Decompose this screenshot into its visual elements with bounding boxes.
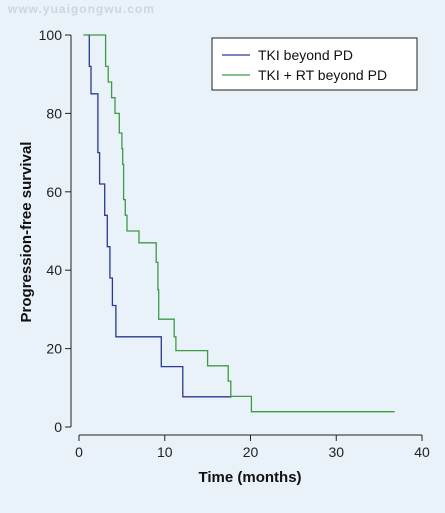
legend-label-tki: TKI beyond PD [258,47,353,63]
y-tick-label-100: 100 [39,27,63,43]
x-tick-label-0: 0 [75,444,83,460]
watermark: www.yuaigongwu.com [8,2,155,16]
series-line-1 [83,34,395,413]
y-tick-label-20: 20 [46,341,62,357]
y-tick-label-60: 60 [46,184,62,200]
y-tick-label-0: 0 [54,419,62,435]
x-axis: 0 10 20 30 40 [75,434,430,460]
legend-label-tki-rt: TKI + RT beyond PD [258,67,387,83]
series-line-0 [87,34,232,398]
x-tick-label-20: 20 [243,444,259,460]
x-axis-title: Time (months) [198,469,301,486]
x-tick-label-10: 10 [157,444,173,460]
y-axis-title: Progression-free survival [18,142,35,323]
x-tick-label-30: 30 [328,444,344,460]
legend: TKI beyond PD TKI + RT beyond PD [211,37,418,91]
y-tick-label-80: 80 [46,105,62,121]
legend-box [211,37,418,91]
y-axis: 0 20 40 60 80 100 [39,27,72,435]
series-group [83,34,395,413]
x-tick-label-40: 40 [414,444,430,460]
y-tick-label-40: 40 [46,262,62,278]
